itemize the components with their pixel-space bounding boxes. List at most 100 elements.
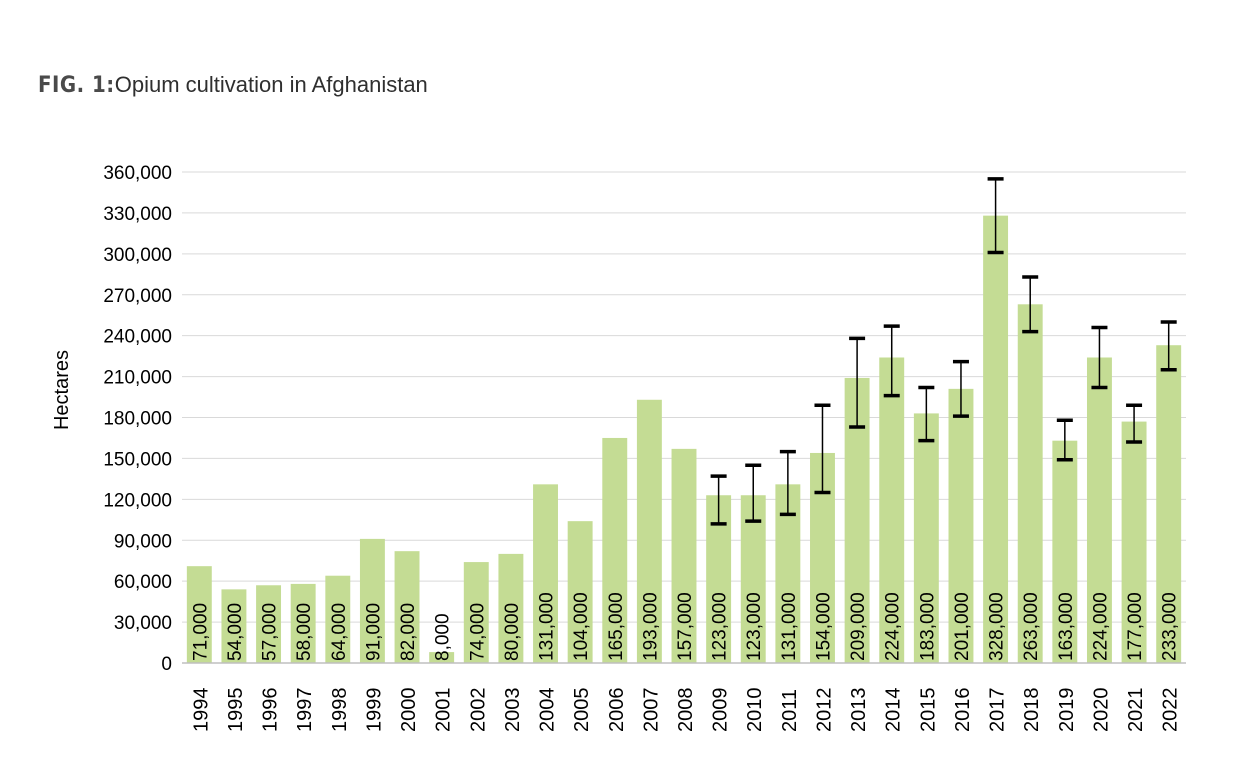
bar-value-label: 201,000	[952, 592, 973, 661]
x-tick-label: 2001	[433, 688, 455, 733]
bar-value-label: 328,000	[987, 592, 1008, 661]
error-bars	[710, 177, 1177, 526]
y-axis-title: Hectares	[51, 350, 73, 430]
y-tick-label: 0	[161, 654, 172, 675]
figure-label: FIG. 1:	[38, 73, 115, 98]
x-tick-label: 2020	[1090, 688, 1112, 733]
x-tick-label: 2012	[813, 688, 835, 733]
bar-value-label: 123,000	[744, 592, 765, 661]
bar	[948, 388, 974, 663]
bar	[671, 448, 697, 663]
bar	[602, 437, 628, 663]
bar-value-label: 58,000	[294, 603, 315, 661]
bar-value-label: 263,000	[1021, 592, 1042, 661]
x-tick-label: 2007	[640, 688, 662, 733]
y-tick-label: 120,000	[103, 490, 172, 511]
bar	[1121, 421, 1147, 663]
bar-value-label: 209,000	[848, 592, 869, 661]
x-tick-label: 1994	[190, 688, 212, 733]
bar	[359, 538, 385, 663]
x-tick-label: 2005	[571, 688, 593, 733]
x-tick-label: 1998	[329, 688, 351, 733]
bar-value-label: 165,000	[606, 592, 627, 661]
figure-title: FIG. 1:Opium cultivation in Afghanistan	[38, 72, 428, 98]
bar-value-label: 154,000	[813, 592, 834, 661]
y-tick-label: 360,000	[103, 163, 172, 184]
bar	[498, 553, 524, 663]
x-tick-label: 2009	[710, 688, 732, 733]
bar-value-label: 233,000	[1160, 592, 1181, 661]
bar-value-label: 104,000	[571, 592, 592, 661]
x-tick-label: 2011	[779, 689, 801, 732]
bar	[740, 495, 766, 663]
bar-value-label: 74,000	[467, 603, 488, 661]
bar	[636, 399, 662, 663]
y-tick-label: 270,000	[103, 286, 172, 307]
x-tick-label: 2019	[1056, 688, 1078, 733]
y-tick-label: 240,000	[103, 327, 172, 348]
x-tick-label: 2006	[606, 688, 628, 733]
bar	[463, 562, 489, 663]
bar	[429, 652, 455, 663]
bar-value-label: 91,000	[363, 603, 384, 661]
bar	[533, 484, 558, 663]
x-tick-label: 2000	[398, 688, 420, 733]
bar-value-label: 54,000	[225, 603, 246, 661]
bar	[1017, 304, 1043, 663]
bar	[983, 215, 1009, 663]
bar	[1052, 440, 1078, 663]
x-tick-label: 2016	[952, 688, 974, 733]
bar	[913, 413, 939, 663]
bar	[186, 566, 212, 663]
x-tick-label: 2013	[848, 688, 870, 733]
y-tick-label: 60,000	[114, 572, 172, 593]
bar	[290, 583, 316, 663]
x-tick-label: 1995	[225, 688, 247, 733]
bar-value-label: 64,000	[329, 603, 350, 661]
bar	[1156, 345, 1182, 663]
bar-value-label: 80,000	[502, 603, 523, 661]
bar	[325, 575, 351, 663]
bar-value-label: 82,000	[398, 603, 419, 661]
x-tick-label: 2017	[987, 688, 1009, 733]
y-tick-label: 90,000	[114, 531, 172, 552]
figure-title-text: Opium cultivation in Afghanistan	[114, 72, 428, 97]
bar-value-label: 193,000	[640, 592, 661, 661]
x-tick-label: 2018	[1021, 688, 1043, 733]
x-tick-label: 2002	[467, 688, 489, 733]
y-tick-label: 210,000	[103, 368, 172, 389]
x-tick-label: 2004	[537, 688, 559, 733]
bar-value-label: 131,000	[779, 592, 800, 661]
bar-value-labels: 71,000 54,000 57,000 58,000 64,000 91,000 82,0…	[190, 592, 1180, 661]
bar	[567, 521, 593, 663]
x-tick-label: 2014	[883, 688, 905, 733]
bar	[394, 551, 420, 663]
x-tick-label: 2003	[502, 688, 524, 733]
bar	[221, 589, 247, 663]
bars	[186, 215, 1182, 663]
x-tick-label: 2008	[675, 688, 697, 733]
y-tick-label: 330,000	[103, 204, 172, 225]
bar-value-label: 57,000	[260, 603, 281, 661]
bar-value-label: 183,000	[917, 592, 938, 661]
x-tick-label: 1996	[260, 688, 282, 733]
x-tick-label: 1997	[294, 688, 316, 733]
bar	[1086, 357, 1112, 663]
x-tick-label: 2021	[1125, 688, 1147, 733]
bar	[256, 585, 282, 663]
bar-value-label: 123,000	[710, 592, 731, 661]
bar-value-label: 177,000	[1125, 592, 1146, 661]
y-tick-label: 30,000	[114, 613, 172, 634]
bar-value-label: 224,000	[883, 592, 904, 661]
bar-value-label: 163,000	[1056, 592, 1077, 661]
bar-value-label: 8,000	[433, 613, 454, 661]
x-tick-label: 1999	[363, 688, 385, 733]
axes: 0 30,000 60,000 90,000 120,000 150,000 180,000…	[103, 163, 1186, 732]
bar	[879, 357, 905, 663]
bar-value-label: 157,000	[675, 592, 696, 661]
bar-value-label: 71,000	[190, 603, 211, 661]
bar-value-label: 224,000	[1090, 592, 1111, 661]
y-tick-label: 150,000	[103, 449, 172, 470]
x-tick-label: 2010	[744, 688, 766, 733]
